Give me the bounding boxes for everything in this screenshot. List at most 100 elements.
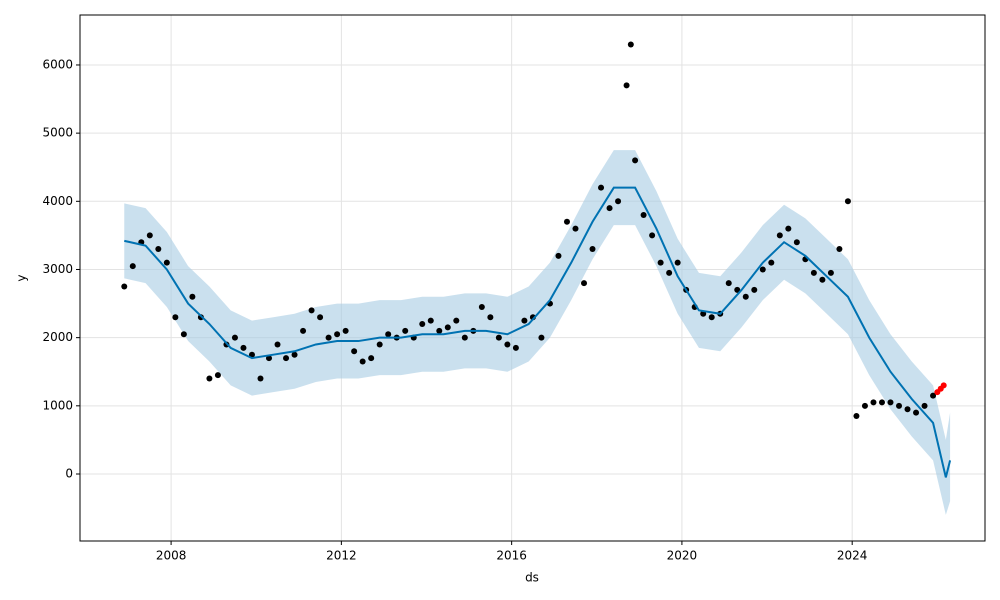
x-axis-label: ds <box>525 571 539 585</box>
observed-point <box>887 399 894 406</box>
observed-point <box>627 41 634 48</box>
observed-point <box>538 334 545 341</box>
observed-point <box>827 269 834 276</box>
x-tick-label: 2016 <box>496 549 527 563</box>
x-tick-label: 2024 <box>837 549 868 563</box>
observed-point <box>751 286 758 293</box>
observed-point <box>427 317 434 324</box>
observed-point <box>155 246 162 253</box>
observed-point <box>785 225 792 232</box>
observed-point <box>342 327 349 334</box>
y-tick-label: 1000 <box>42 398 73 412</box>
observed-point <box>419 321 426 328</box>
observed-point <box>308 307 315 314</box>
observed-point <box>121 283 128 290</box>
observed-point <box>240 344 247 351</box>
observed-point <box>129 263 136 270</box>
observed-point <box>581 280 588 287</box>
observed-point <box>163 259 170 266</box>
observed-point <box>274 341 281 348</box>
observed-point <box>214 372 221 379</box>
observed-point <box>325 334 332 341</box>
observed-point <box>521 317 528 324</box>
observed-point <box>640 211 647 218</box>
observed-point <box>495 334 502 341</box>
observed-point <box>453 317 460 324</box>
y-axis-label: y <box>15 274 29 281</box>
observed-point <box>478 303 485 310</box>
observed-point <box>819 276 826 283</box>
observed-point <box>487 314 494 321</box>
observed-point <box>776 232 783 239</box>
observed-point <box>555 252 562 259</box>
observed-point <box>853 413 860 420</box>
observed-point <box>504 341 511 348</box>
observed-point <box>904 406 911 413</box>
observed-point <box>759 266 766 273</box>
observed-point <box>402 327 409 334</box>
forecast-line <box>124 186 952 478</box>
observed-point <box>708 314 715 321</box>
y-tick-label: 4000 <box>42 194 73 208</box>
observed-point <box>351 348 358 355</box>
observed-point <box>632 157 639 164</box>
observed-point <box>606 205 613 212</box>
observed-point <box>248 351 255 358</box>
observed-point <box>512 344 519 351</box>
x-tick-label: 2012 <box>326 549 357 563</box>
y-tick-label: 6000 <box>42 57 73 71</box>
observed-point <box>896 402 903 409</box>
observed-point <box>572 225 579 232</box>
observed-point <box>376 341 383 348</box>
observed-point <box>180 331 187 338</box>
observed-point <box>146 232 153 239</box>
observed-point <box>930 392 937 399</box>
observed-point <box>300 327 307 334</box>
observed-point <box>844 198 851 205</box>
observed-point <box>649 232 656 239</box>
observed-point <box>291 351 298 358</box>
observed-point <box>436 327 443 334</box>
y-tick-label: 2000 <box>42 330 73 344</box>
observed-point <box>444 324 451 331</box>
observed-point <box>589 246 596 253</box>
observed-point <box>734 286 741 293</box>
observed-point <box>231 334 238 341</box>
observed-point <box>666 269 673 276</box>
observed-point <box>385 331 392 338</box>
observed-point <box>206 375 213 382</box>
observed-point <box>657 259 664 266</box>
observed-point <box>725 280 732 287</box>
observed-point <box>768 259 775 266</box>
observed-point <box>368 355 375 362</box>
observed-point <box>317 314 324 321</box>
uncertainty-band <box>124 150 951 515</box>
observed-point <box>172 314 179 321</box>
observed-point <box>334 331 341 338</box>
observed-point <box>913 409 920 416</box>
x-tick-label: 2020 <box>667 549 698 563</box>
plot-frame <box>79 14 986 542</box>
observed-point <box>836 246 843 253</box>
observed-point <box>461 334 468 341</box>
observed-point <box>283 355 290 362</box>
observed-point <box>861 402 868 409</box>
observed-point <box>921 402 928 409</box>
observed-point <box>878 399 885 406</box>
recent-point <box>940 382 947 389</box>
y-tick-label: 3000 <box>42 262 73 276</box>
observed-point <box>870 399 877 406</box>
observed-point <box>189 293 196 300</box>
observed-point <box>598 184 605 191</box>
observed-point <box>810 269 817 276</box>
observed-point <box>257 375 264 382</box>
y-tick-label: 5000 <box>42 126 73 140</box>
x-tick-label: 2008 <box>156 549 187 563</box>
y-tick-label: 0 <box>65 466 73 480</box>
observed-point <box>793 239 800 246</box>
observed-point <box>615 198 622 205</box>
observed-point <box>359 358 366 365</box>
observed-point <box>674 259 681 266</box>
observed-point <box>742 293 749 300</box>
